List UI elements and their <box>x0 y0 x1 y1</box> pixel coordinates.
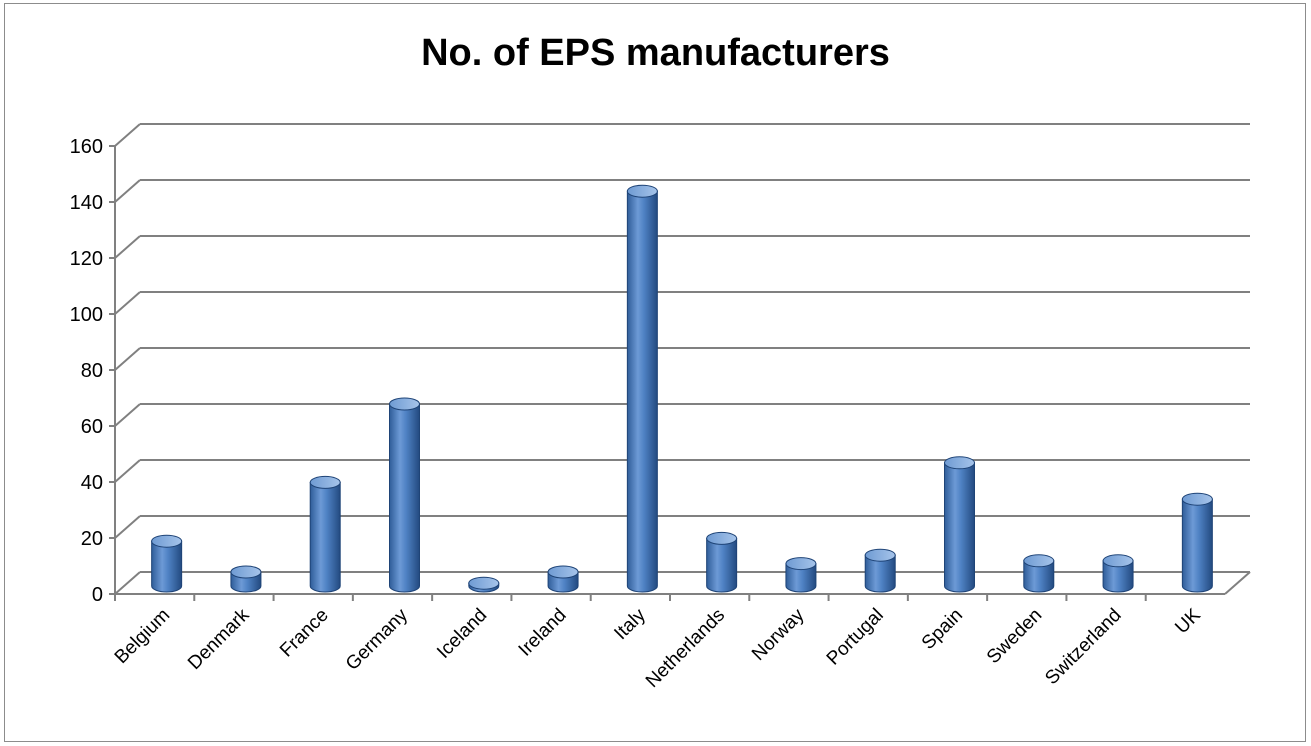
bar-germany <box>389 397 420 593</box>
y-tick-label: 80 <box>81 360 103 382</box>
bar-top <box>309 475 341 489</box>
bar-body <box>944 462 975 593</box>
x-tick-label: Belgium <box>111 605 174 668</box>
y-tick-label: 60 <box>81 416 103 438</box>
bar-body <box>389 403 420 593</box>
y-tick-label: 0 <box>92 584 103 606</box>
y-tick-label: 20 <box>81 528 103 550</box>
bar-body <box>1102 560 1134 593</box>
bar-body <box>785 563 817 593</box>
bar-top <box>230 565 262 579</box>
x-tick-label: Iceland <box>433 605 491 663</box>
bar-body <box>151 540 183 593</box>
bar-top <box>151 534 183 548</box>
bar-denmark <box>230 565 262 593</box>
bar-body <box>1181 498 1213 593</box>
x-tick-label: Italy <box>610 604 650 644</box>
bar-top <box>1181 492 1213 506</box>
x-tick-label: Spain <box>918 605 967 654</box>
bar-body <box>706 537 738 593</box>
gridline-depth <box>114 347 141 371</box>
bar-top <box>944 456 975 470</box>
y-tick-label: 120 <box>70 248 103 270</box>
bar-body <box>864 554 896 593</box>
x-tick-label: Denmark <box>184 604 254 674</box>
y-tick-label: 140 <box>70 192 103 214</box>
bar-top <box>626 184 658 198</box>
gridline-depth <box>114 403 141 427</box>
bar-sweden <box>1023 554 1055 593</box>
bar-top <box>706 531 738 545</box>
bar-top <box>864 548 896 562</box>
y-tick-label: 40 <box>81 472 103 494</box>
bar-france <box>309 475 341 593</box>
x-tick-label: Sweden <box>983 605 1046 668</box>
y-tick-label: 100 <box>70 304 103 326</box>
gridline-depth <box>114 571 141 595</box>
bar-top <box>1102 554 1134 568</box>
bar-portugal <box>864 548 896 593</box>
bar-spain <box>944 456 975 593</box>
bar-iceland <box>468 576 500 593</box>
x-tick-label: Portugal <box>823 605 888 670</box>
x-tick-label: Switzerland <box>1041 605 1125 689</box>
gridline-depth <box>114 235 141 259</box>
x-tick-label: Netherlands <box>642 605 729 692</box>
chart-title: No. of EPS manufacturers <box>421 32 890 74</box>
x-tick-label: Germany <box>342 604 412 674</box>
x-tick-label: Ireland <box>515 605 571 661</box>
bar-netherlands <box>706 531 738 593</box>
bar-belgium <box>151 534 183 593</box>
bar-uk <box>1181 492 1213 593</box>
bar-top <box>389 397 420 411</box>
bar-norway <box>785 557 817 593</box>
bar-body <box>1023 560 1055 593</box>
bar-switzerland <box>1102 554 1134 593</box>
gridline-depth <box>114 179 141 203</box>
bar-body <box>309 481 341 593</box>
gridline-depth <box>114 123 141 147</box>
x-tick-label: France <box>276 605 333 662</box>
bar-ireland <box>547 565 579 593</box>
bar-top <box>1023 554 1055 568</box>
gridline-depth <box>114 515 141 539</box>
y-tick-label: 160 <box>70 136 103 158</box>
gridline-depth <box>114 459 141 483</box>
bar-top <box>468 576 500 590</box>
x-tick-label: UK <box>1171 604 1205 638</box>
bar-italy <box>626 184 658 593</box>
bar-body <box>626 190 658 593</box>
gridline-depth <box>114 291 141 315</box>
bar-top <box>785 557 817 571</box>
x-axis-depth <box>1224 571 1251 595</box>
bar-top <box>547 565 579 579</box>
x-tick-label: Norway <box>748 604 809 665</box>
